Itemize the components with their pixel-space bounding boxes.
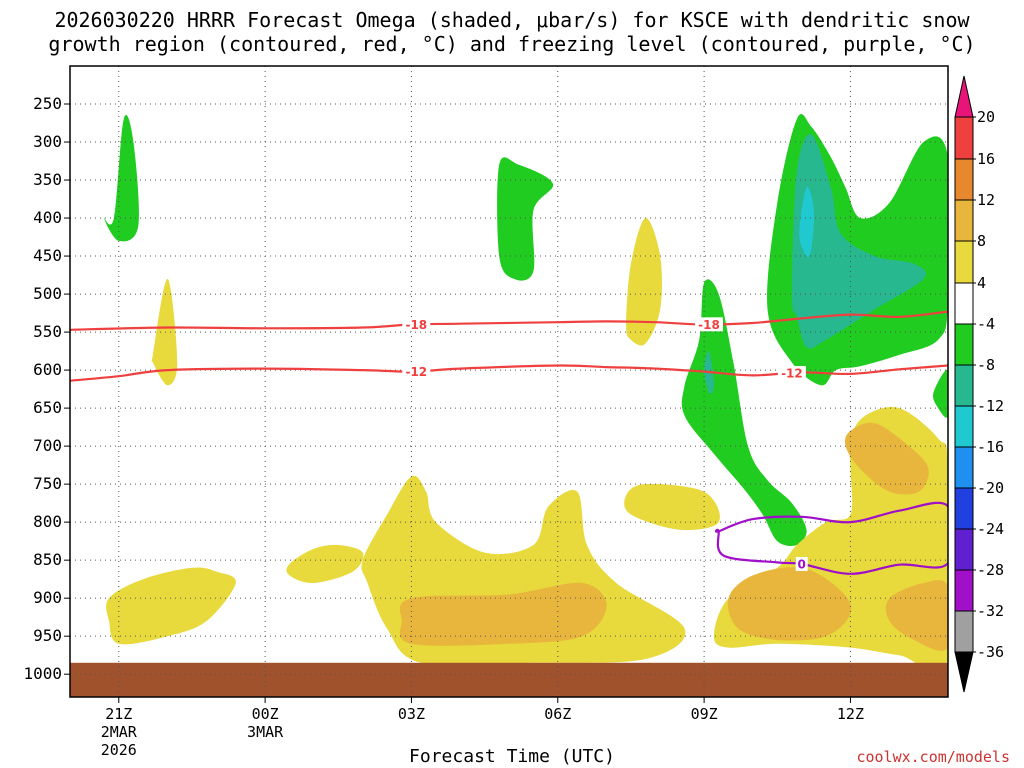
colorbar-band [954, 240, 974, 284]
omega-region-yellow [106, 567, 236, 645]
colorbar-bottom-arrow [954, 651, 974, 693]
omega-region-gold [844, 422, 929, 495]
y-tick-label: 300 [33, 132, 62, 151]
colorbar-top-arrow [954, 75, 974, 118]
y-tick-label: 350 [33, 170, 62, 189]
omega-region-gold [727, 567, 852, 641]
x-tick-label: 03Z [398, 705, 425, 723]
colorbar-label: 20 [977, 108, 995, 126]
omega-region-green [104, 114, 139, 242]
colorbar-band [954, 487, 974, 530]
x-axis-title: Forecast Time (UTC) [409, 746, 615, 767]
y-tick-label: 800 [33, 512, 62, 531]
x-tick-label: 12Z [837, 705, 864, 723]
colorbar-label: -16 [977, 438, 1004, 456]
colorbar-label: -20 [977, 479, 1004, 497]
y-tick-label: 950 [33, 626, 62, 645]
contour-line [70, 364, 948, 382]
x-tick-label: 00Z [252, 705, 279, 723]
colorbar-label: -12 [977, 397, 1004, 415]
colorbar-label: 4 [977, 274, 986, 292]
x-tick-sublabel: 2026 [101, 741, 137, 759]
chart-title-line1: 2026030220 HRRR Forecast Omega (shaded, … [54, 8, 970, 32]
colorbar-label: -24 [977, 520, 1004, 538]
omega-region-cyan [799, 187, 815, 258]
x-tick-label: 06Z [544, 705, 571, 723]
colorbar-band [954, 569, 974, 612]
y-tick-label: 500 [33, 284, 62, 303]
contour-label: 0 [797, 557, 805, 571]
x-tick-label: 21Z [105, 705, 132, 723]
y-tick-label: 850 [33, 550, 62, 569]
y-tick-label: 600 [33, 360, 62, 379]
colorbar-label: 12 [977, 191, 995, 209]
credit-link[interactable]: coolwx.com/models [856, 748, 1010, 766]
dotted-grid [70, 66, 948, 697]
colorbar-label: -8 [977, 356, 995, 374]
y-tick-label: 750 [33, 474, 62, 493]
ground-layer [70, 662, 948, 697]
plot-frame [69, 65, 949, 698]
y-tick-label: 250 [33, 94, 62, 113]
colorbar-label: -4 [977, 315, 995, 333]
pressure-axis: 250 300 350 400 450 500 550 600 650 700 750 800 850 9… [23, 94, 70, 683]
colorbar: 20 16 12 8 4 -4 -8 -12 -16 -20 -24 -28 -32 -36 [954, 75, 1004, 693]
contour-label-bg [402, 317, 431, 332]
contour-label-bg [694, 317, 723, 332]
contour-label: -18 [405, 318, 427, 332]
y-tick-label: 550 [33, 322, 62, 341]
omega-region-yellow [151, 278, 178, 386]
y-tick-label: 650 [33, 398, 62, 417]
colorbar-band [954, 282, 974, 325]
colorbar-band [954, 610, 974, 653]
x-tick-label: 09Z [691, 705, 718, 723]
y-tick-label: 450 [33, 246, 62, 265]
colorbar-band [954, 158, 974, 201]
contour-line [714, 501, 948, 575]
contour-line [70, 310, 948, 331]
colorbar-band [954, 446, 974, 489]
colorbar-label: 16 [977, 150, 995, 168]
x-tick-sublabel: 2MAR [101, 723, 138, 741]
colorbar-band [954, 528, 974, 571]
colorbar-band [954, 199, 974, 242]
contour-label-bg [795, 556, 808, 571]
omega-region-green [681, 279, 807, 546]
chart-title-line2: growth region (contoured, red, °C) and f… [48, 32, 976, 56]
colorbar-band [954, 405, 974, 448]
omega-region-yellow [626, 217, 662, 346]
colorbar-band [954, 116, 974, 160]
x-tick-sublabel: 3MAR [247, 723, 284, 741]
omega-region-gold [885, 580, 948, 651]
colorbar-label: -28 [977, 561, 1004, 579]
y-tick-label: 400 [33, 208, 62, 227]
contour-label: -18 [698, 318, 720, 332]
y-tick-label: 700 [33, 436, 62, 455]
omega-region-yellow [286, 544, 364, 584]
colorbar-band [954, 323, 974, 366]
omega-region-gold [399, 582, 607, 646]
plot-border [69, 65, 949, 698]
y-tick-label: 1000 [23, 664, 62, 683]
contour-label: -12 [405, 365, 427, 379]
colorbar-band [954, 364, 974, 407]
omega-region-green [933, 369, 948, 418]
contour-label: -12 [781, 366, 803, 380]
colorbar-label: -36 [977, 643, 1004, 661]
omega-region-green [497, 157, 554, 281]
colorbar-label: -32 [977, 602, 1004, 620]
y-tick-label: 900 [33, 588, 62, 607]
contour-label-bg [402, 364, 431, 379]
omega-region-teal [791, 134, 926, 349]
omega-region-yellow [624, 483, 720, 531]
ground-fill [70, 662, 948, 697]
temperature-contours: -18 -18 -12 -12 0 [70, 310, 948, 575]
colorbar-label: 8 [977, 232, 986, 250]
contour-label-bg [777, 365, 806, 380]
